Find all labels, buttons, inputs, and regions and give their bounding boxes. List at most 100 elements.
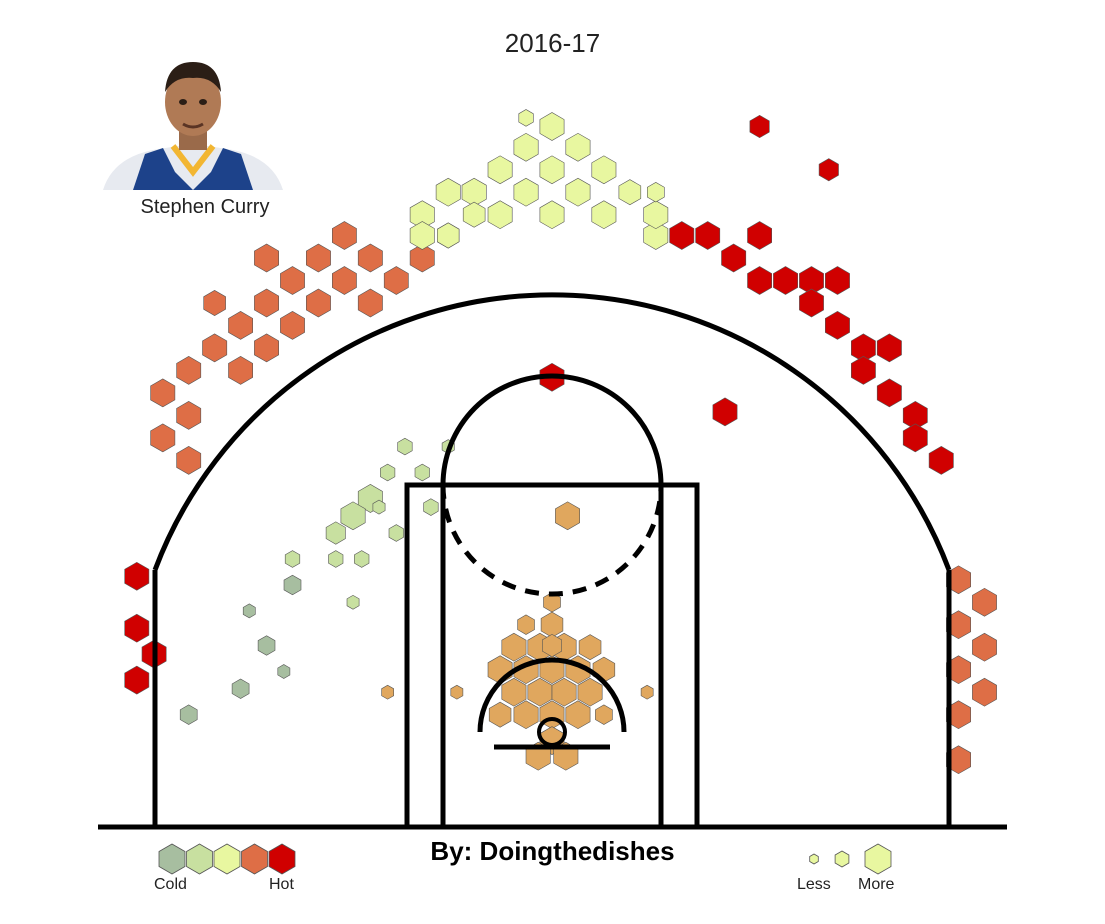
hexbin-neutral-102	[643, 221, 669, 250]
hexbin-warm-30	[305, 243, 331, 273]
hexbin-warm-32	[280, 266, 305, 295]
hexbin-paint-25	[541, 633, 563, 658]
hexbin-hot-75	[747, 221, 773, 250]
credit-text: By: Doingthedishes	[430, 836, 675, 866]
chart-title: 2016-17	[504, 28, 601, 58]
hexbin-cool-109	[325, 521, 346, 545]
hoop	[537, 717, 567, 747]
hexbin-warm-33	[331, 266, 357, 295]
hexbin-paint-26	[450, 684, 464, 700]
legend-hot-label: Hot	[269, 876, 294, 893]
hexbin-warm-45	[176, 401, 202, 430]
court-lines	[98, 292, 1007, 830]
hexbin-warm-58	[972, 677, 997, 707]
hexbin-hot-74	[928, 446, 954, 475]
legend-more-label: More	[858, 876, 895, 893]
hexbin-neutral-93	[487, 200, 513, 230]
hexbin-paint-16	[540, 611, 564, 638]
hexbin-cool-108	[340, 501, 366, 531]
hexbin-paint-15	[578, 634, 602, 661]
hexbin-hot-70	[850, 356, 876, 385]
hexbin-paint-2	[565, 700, 591, 730]
free-throw-arc-bottom	[440, 484, 664, 597]
hexbin-neutral-100	[436, 222, 460, 249]
hexbin-neutral-90	[513, 177, 539, 207]
restricted-area-arc	[477, 657, 627, 733]
legend-size-swatch-0	[809, 853, 819, 865]
hexbin-neutral-94	[591, 200, 617, 230]
hexbin-hot-66	[799, 288, 824, 318]
hexbin-warm-42	[176, 356, 202, 385]
hexbin-cool-116	[372, 499, 386, 515]
hexbin-warm-59	[946, 745, 972, 775]
hexbin-neutral-88	[487, 155, 513, 185]
hexbin-cool-120	[346, 594, 360, 610]
hexbin-warm-56	[946, 565, 972, 595]
hexbin-cold-123	[231, 678, 250, 699]
hexbin-warm-46	[150, 423, 176, 453]
player-headshot-icon	[103, 62, 283, 190]
hexbin-warm-53	[972, 632, 997, 662]
hexbin-hot-62	[747, 266, 773, 295]
hexbin-neutral-96	[618, 179, 642, 206]
hexbin-warm-39	[280, 311, 305, 340]
hexbin-hot-76	[669, 221, 695, 250]
hexbin-warm-48	[254, 243, 280, 273]
player-name: Stephen Curry	[140, 196, 270, 218]
hexbin-cool-117	[388, 524, 404, 542]
hexbin-neutral-99	[462, 201, 486, 228]
hexbin-cool-111	[414, 463, 430, 482]
hexbin-hot-61	[721, 243, 747, 273]
hexbin-warm-51	[203, 290, 226, 316]
hexbin-paint-5	[501, 677, 527, 707]
hexbin-warm-31	[357, 243, 383, 273]
hexbin-cold-126	[277, 664, 291, 679]
hexbin-hot-83	[818, 158, 839, 182]
hexbin-paint-18	[543, 592, 561, 613]
legend-color-swatch-0	[158, 843, 186, 875]
hexbin-paint-1	[513, 700, 539, 730]
hexbin-hot-69	[876, 333, 902, 363]
hexbin-paint-24	[555, 501, 581, 531]
lane-outer	[404, 482, 700, 830]
free-throw-arc-top	[440, 373, 664, 486]
hexbin-cool-115	[354, 550, 370, 568]
hexbin-cool-114	[284, 550, 301, 568]
hexbin-paint-4	[551, 677, 577, 707]
hexbin-warm-55	[972, 587, 997, 617]
hexbin-cool-110	[397, 437, 413, 456]
hexbin-warm-34	[383, 266, 409, 295]
hexbin-warm-37	[357, 288, 383, 318]
legend-size-swatch-2	[864, 843, 892, 875]
hexbin-paint-3	[527, 677, 553, 707]
hexbin-paint-6	[577, 677, 603, 707]
hexbin-hot-84	[749, 114, 770, 139]
hexbin-neutral-98	[435, 177, 461, 207]
hexbin-neutral-86	[513, 132, 539, 162]
legend-color-swatch-3	[241, 843, 268, 875]
hexbin-hot-71	[876, 378, 902, 408]
hexbin-cool-113	[328, 550, 344, 568]
hexbin-cold-122	[257, 635, 276, 656]
hexbin-cold-121	[283, 574, 302, 596]
hexbin-warm-36	[305, 288, 331, 318]
hexbin-hot-73	[902, 423, 928, 453]
hexbin-neutral-103	[643, 200, 669, 230]
three-point-arc	[152, 292, 952, 571]
hexbin-warm-52	[946, 655, 972, 685]
hexbin-neutral-104	[646, 182, 665, 203]
hexbin-cold-125	[242, 603, 256, 619]
hexbin-layer	[124, 109, 997, 775]
hexbin-warm-49	[409, 243, 435, 273]
hexbin-cold-124	[179, 704, 198, 725]
hexbin-paint-14	[501, 632, 527, 662]
legend-less-label: Less	[797, 876, 831, 893]
hexbin-cool-118	[423, 498, 439, 516]
hexbin-hot-78	[124, 613, 150, 643]
hexbin-paint-23	[595, 704, 613, 725]
hexbin-neutral-85	[539, 155, 565, 185]
hexbin-warm-35	[254, 288, 280, 318]
hexbin-warm-54	[946, 610, 972, 640]
legend-cold-label: Cold	[154, 876, 187, 893]
